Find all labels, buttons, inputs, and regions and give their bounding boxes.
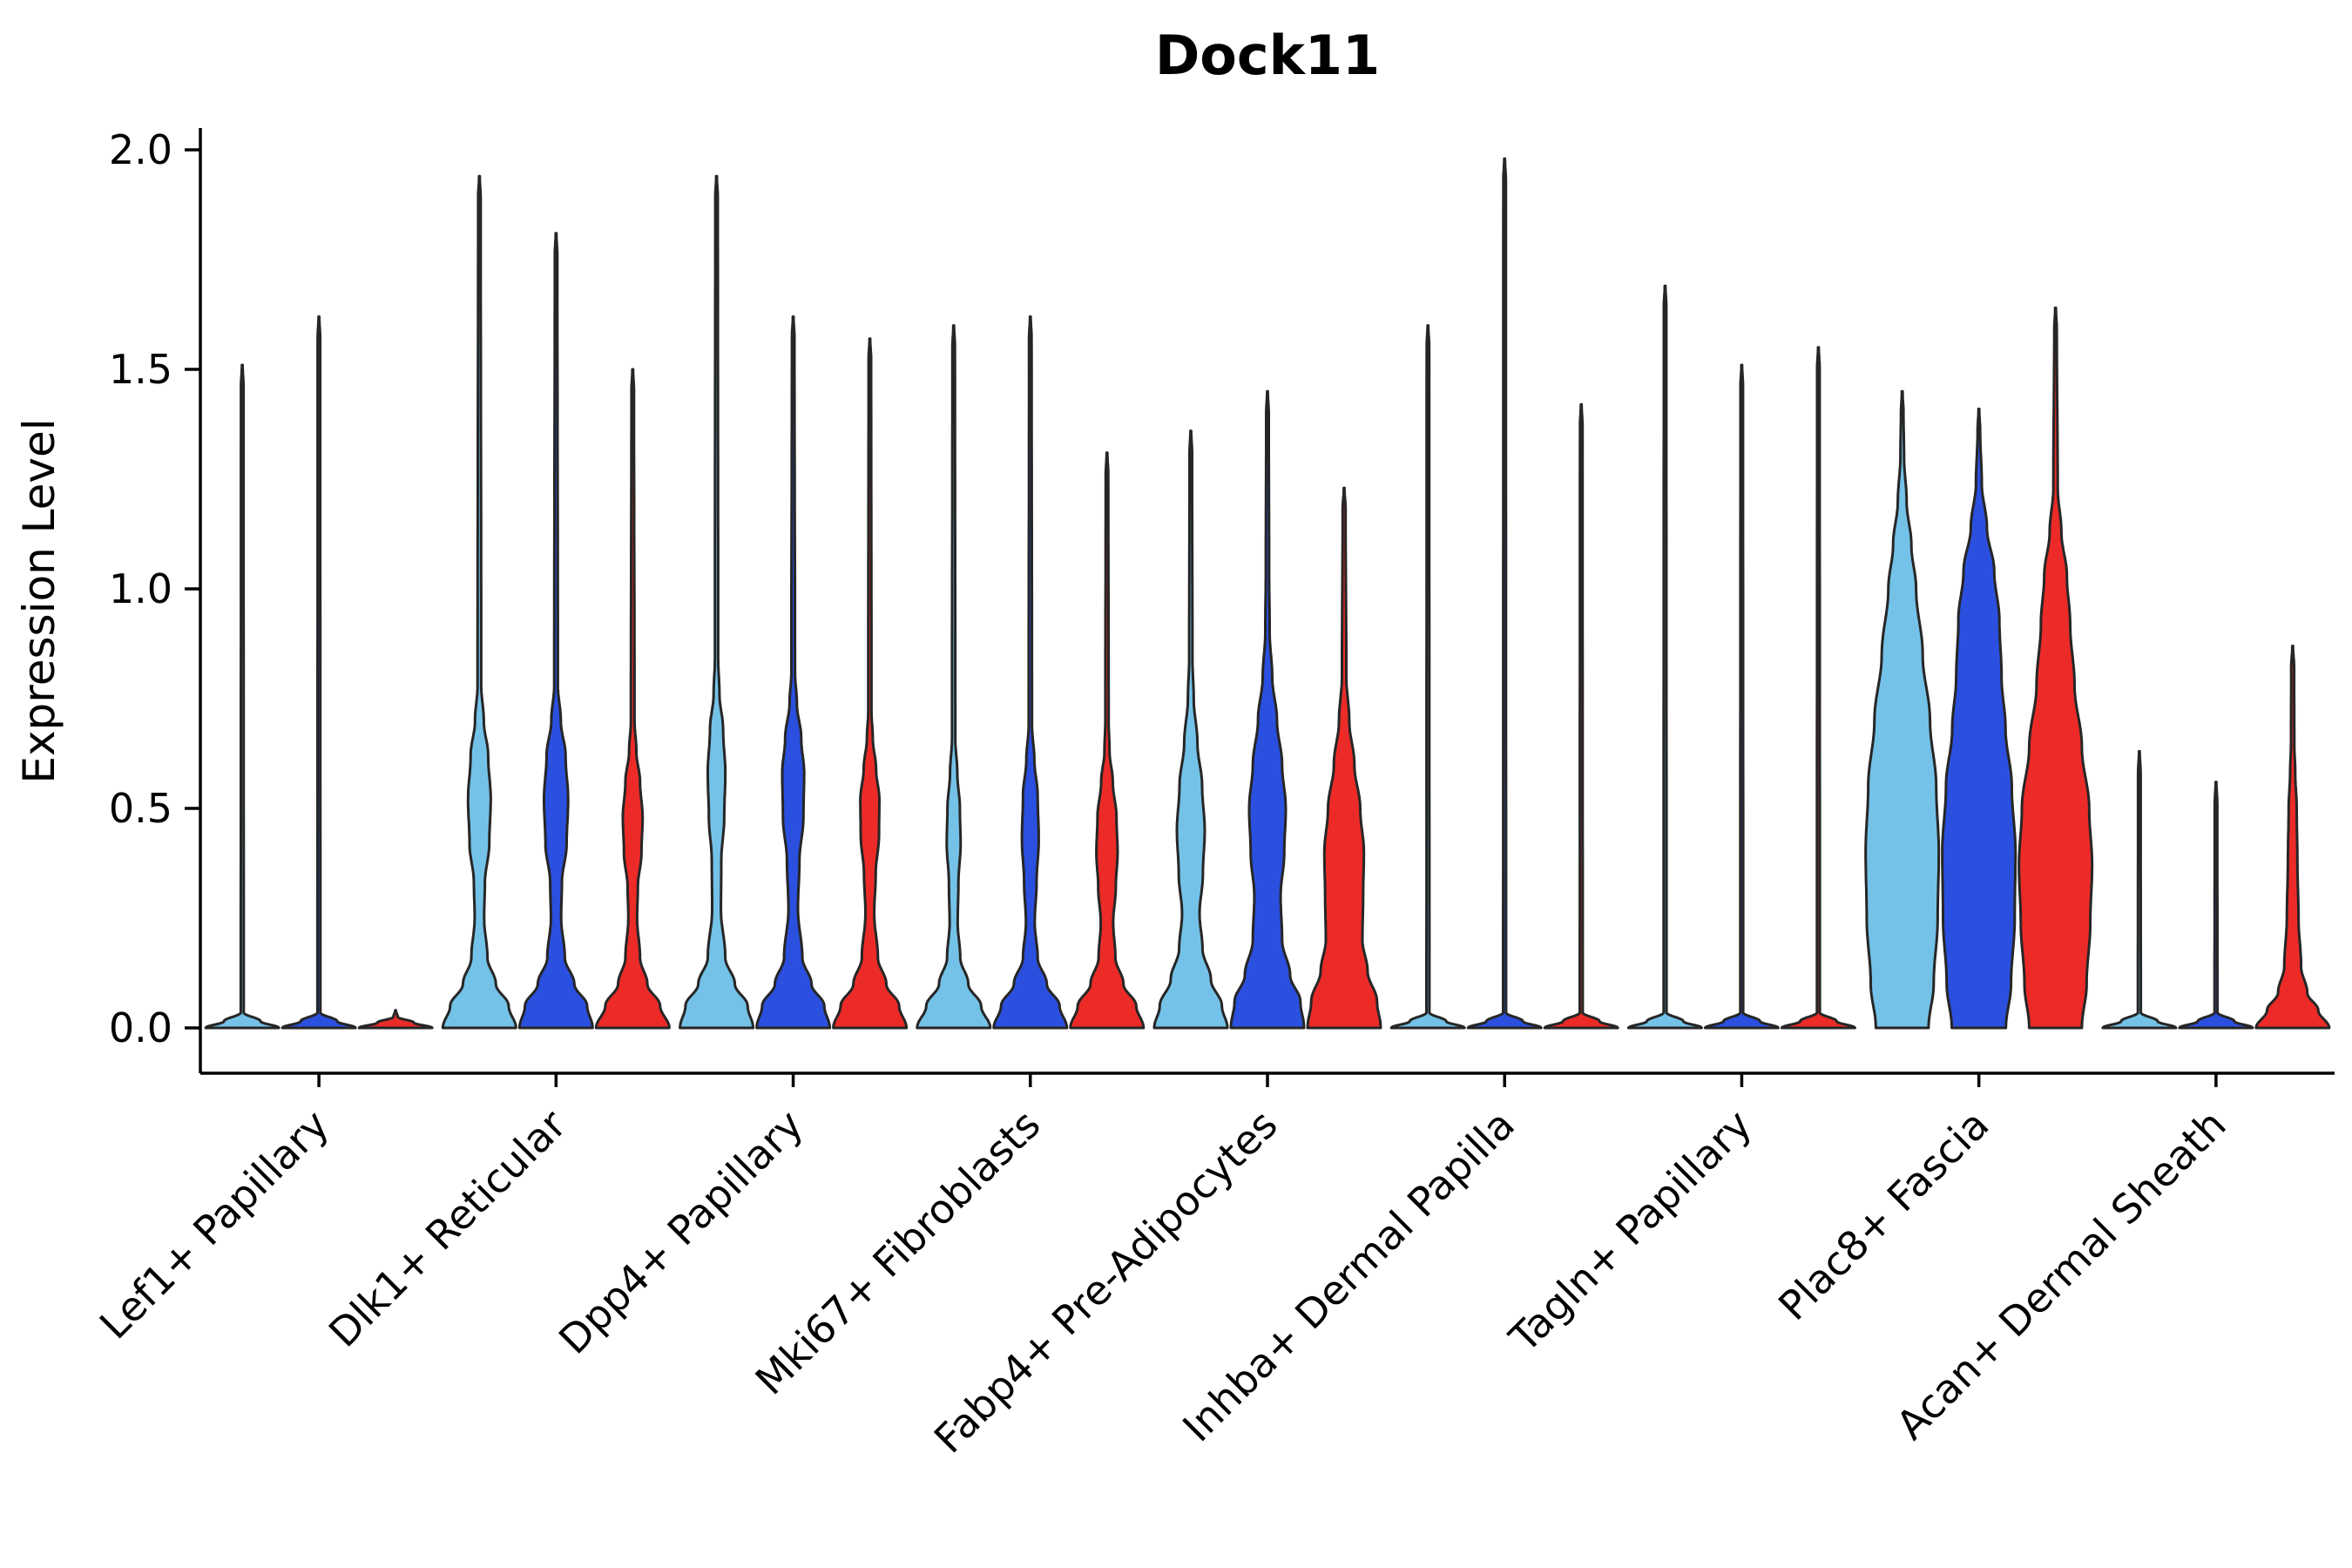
violin-2-series-2 bbox=[832, 337, 909, 1030]
violin-3-series-1 bbox=[992, 315, 1069, 1030]
y-tick-label: 1.0 bbox=[109, 565, 172, 612]
violin-7-series-1 bbox=[1941, 407, 2017, 1030]
axes bbox=[185, 128, 2335, 1087]
violin-0-series-0 bbox=[204, 363, 280, 1030]
violin-1-series-0 bbox=[441, 174, 517, 1030]
violin-1-series-1 bbox=[517, 232, 594, 1030]
violin-3-series-0 bbox=[916, 324, 992, 1030]
violin-0-series-1 bbox=[280, 315, 357, 1030]
chart-title: Dock11 bbox=[1155, 24, 1380, 87]
y-tick-label: 2.0 bbox=[109, 126, 172, 173]
violin-5-series-2 bbox=[1543, 402, 1619, 1030]
x-tick-label: Plac8+ Fascia bbox=[1769, 1101, 1997, 1329]
violin-2-series-1 bbox=[755, 315, 832, 1030]
violin-3-series-2 bbox=[1069, 451, 1146, 1030]
violin-7-series-0 bbox=[1864, 389, 1941, 1030]
y-tick-label: 0.5 bbox=[109, 785, 172, 832]
y-tick-label: 0.0 bbox=[109, 1004, 172, 1051]
violin-5-series-0 bbox=[1389, 324, 1466, 1030]
violin-6-series-0 bbox=[1626, 284, 1703, 1030]
x-tick-label: Tagln+ Papillary bbox=[1500, 1101, 1761, 1362]
violin-8-series-2 bbox=[2254, 645, 2331, 1030]
y-tick-label: 1.5 bbox=[109, 346, 172, 393]
x-tick-label: Dpp4+ Papillary bbox=[550, 1101, 812, 1363]
y-axis-label: Expression Level bbox=[14, 418, 64, 783]
violin-4-series-0 bbox=[1152, 429, 1229, 1030]
violin-6-series-1 bbox=[1703, 363, 1780, 1030]
violin-0-series-2 bbox=[357, 1009, 434, 1030]
violin-bodies bbox=[204, 157, 2331, 1030]
violin-5-series-1 bbox=[1466, 157, 1543, 1030]
x-tick-label: Dlk1+ Reticular bbox=[320, 1101, 575, 1356]
violin-4-series-1 bbox=[1229, 389, 1306, 1030]
violin-8-series-1 bbox=[2178, 781, 2254, 1030]
violin-6-series-2 bbox=[1780, 346, 1856, 1030]
violin-1-series-2 bbox=[594, 368, 671, 1030]
violin-4-series-2 bbox=[1306, 486, 1382, 1030]
violin-2-series-0 bbox=[679, 174, 755, 1030]
violin-7-series-2 bbox=[2017, 306, 2094, 1030]
violin-8-series-0 bbox=[2101, 750, 2178, 1030]
x-tick-label: Lef1+ Papillary bbox=[91, 1101, 338, 1348]
